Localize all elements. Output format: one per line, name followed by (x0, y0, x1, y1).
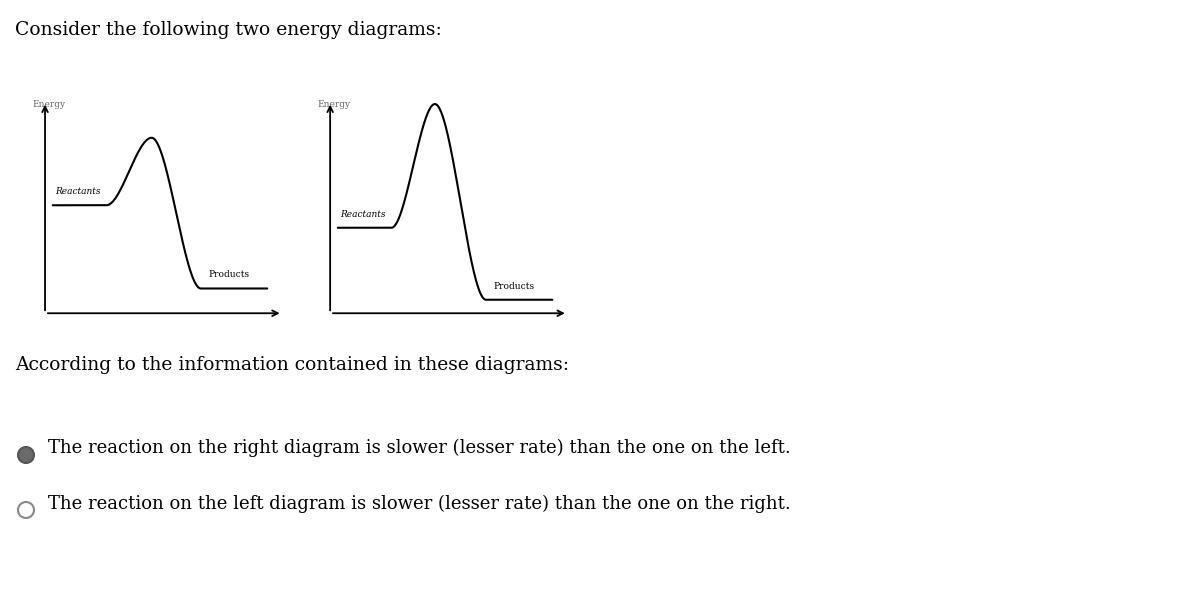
Text: The reaction on the right diagram is slower (lesser rate) than the one on the le: The reaction on the right diagram is slo… (48, 439, 790, 457)
Circle shape (18, 447, 34, 463)
Text: Products: Products (494, 282, 535, 291)
Text: The reaction on the left diagram is slower (lesser rate) than the one on the rig: The reaction on the left diagram is slow… (48, 494, 790, 513)
Text: Reactants: Reactants (55, 187, 101, 196)
Text: Products: Products (209, 271, 249, 280)
Circle shape (18, 502, 34, 518)
Text: Energy: Energy (32, 100, 65, 109)
Text: Energy: Energy (317, 100, 350, 109)
Text: Reactants: Reactants (340, 210, 386, 219)
Text: According to the information contained in these diagrams:: According to the information contained i… (15, 356, 569, 374)
Text: Consider the following two energy diagrams:: Consider the following two energy diagra… (15, 21, 442, 40)
